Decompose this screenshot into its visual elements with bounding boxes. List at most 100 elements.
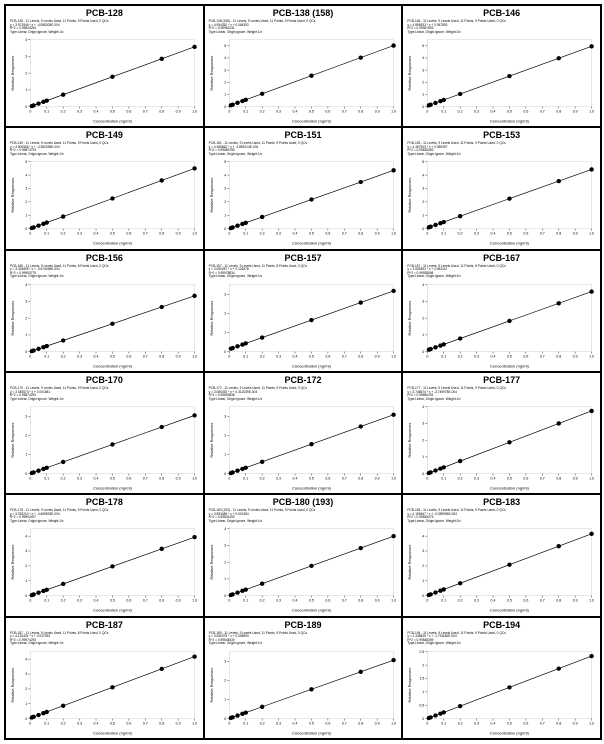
svg-text:0.9: 0.9 <box>176 354 181 358</box>
svg-text:0.3: 0.3 <box>474 232 479 236</box>
svg-text:3: 3 <box>224 544 226 548</box>
svg-text:0.4: 0.4 <box>491 354 496 358</box>
svg-text:0.8: 0.8 <box>557 721 562 725</box>
svg-text:0.5: 0.5 <box>507 232 512 236</box>
svg-text:1.0: 1.0 <box>391 232 396 236</box>
svg-text:0.5: 0.5 <box>507 721 512 725</box>
svg-text:0.7: 0.7 <box>143 354 148 358</box>
svg-text:0: 0 <box>228 354 230 358</box>
svg-text:0.8: 0.8 <box>557 232 562 236</box>
chart-grid: PCB-128PCB-128 - 11 Levels, 9 Levels Use… <box>4 4 602 740</box>
svg-text:0.1: 0.1 <box>44 232 49 236</box>
scatter-line-plot: 00.10.20.30.40.50.60.70.80.91.0012345Con… <box>405 22 598 124</box>
scatter-line-plot: 00.10.20.30.40.50.60.70.80.91.00123Conce… <box>207 634 400 736</box>
svg-text:1: 1 <box>25 453 27 457</box>
svg-text:0.7: 0.7 <box>143 477 148 481</box>
svg-text:Concentration (ng/ml): Concentration (ng/ml) <box>490 608 530 613</box>
svg-text:0.1: 0.1 <box>442 110 447 114</box>
svg-text:0: 0 <box>25 594 27 598</box>
chart-title: PCB-194 <box>403 620 600 630</box>
chart-title: PCB-189 <box>205 620 402 630</box>
svg-text:3: 3 <box>25 550 27 554</box>
svg-text:0: 0 <box>228 599 230 603</box>
svg-text:0: 0 <box>224 717 226 721</box>
scatter-line-plot: 00.10.20.30.40.50.60.70.80.91.001234Conc… <box>207 511 400 613</box>
chart-cell: PCB-183PCB-183 - 11 Levels, 9 Levels Use… <box>402 494 601 616</box>
svg-text:0.8: 0.8 <box>159 354 164 358</box>
scatter-line-plot: 00.10.20.30.40.50.60.70.80.91.001234Conc… <box>8 267 201 369</box>
svg-text:0: 0 <box>427 599 429 603</box>
svg-text:0: 0 <box>427 477 429 481</box>
svg-text:0.5: 0.5 <box>110 477 115 481</box>
svg-text:Relative Responses: Relative Responses <box>209 667 214 702</box>
svg-text:1.0: 1.0 <box>192 110 197 114</box>
svg-text:3: 3 <box>224 414 226 418</box>
chart-title: PCB-172 <box>205 375 402 385</box>
svg-text:1.0: 1.0 <box>192 599 197 603</box>
chart-title: PCB-167 <box>403 253 600 263</box>
svg-text:Relative Responses: Relative Responses <box>10 300 15 335</box>
svg-text:0.3: 0.3 <box>276 477 281 481</box>
svg-text:0.3: 0.3 <box>276 232 281 236</box>
svg-text:0.2: 0.2 <box>458 721 463 725</box>
svg-text:0.8: 0.8 <box>358 354 363 358</box>
svg-text:0: 0 <box>423 594 425 598</box>
svg-text:Relative Responses: Relative Responses <box>407 667 412 702</box>
svg-text:2.5: 2.5 <box>420 650 425 654</box>
chart-title: PCB-178 <box>6 497 203 507</box>
svg-text:1.5: 1.5 <box>420 676 425 680</box>
scatter-line-plot: 00.10.20.30.40.50.60.70.80.91.00123Conce… <box>8 389 201 491</box>
scatter-line-plot: 00.10.20.30.40.50.60.70.80.91.0012345Con… <box>405 144 598 246</box>
svg-text:0.6: 0.6 <box>524 354 529 358</box>
svg-text:0: 0 <box>423 105 425 109</box>
svg-text:1.0: 1.0 <box>391 477 396 481</box>
svg-text:Relative Responses: Relative Responses <box>209 423 214 458</box>
svg-text:0: 0 <box>25 717 27 721</box>
svg-text:2: 2 <box>25 200 27 204</box>
svg-text:Relative Responses: Relative Responses <box>209 300 214 335</box>
svg-text:Concentration (ng/ml): Concentration (ng/ml) <box>292 118 332 123</box>
svg-text:0: 0 <box>29 110 31 114</box>
chart-cell: PCB-189PCB-189 - 11 Levels, 9 Levels Use… <box>204 617 403 739</box>
svg-text:0.4: 0.4 <box>292 599 297 603</box>
svg-text:0.2: 0.2 <box>259 232 264 236</box>
svg-text:4: 4 <box>224 56 226 60</box>
svg-text:0.7: 0.7 <box>143 721 148 725</box>
chart-cell: PCB-177PCB-177 - 11 Levels, 9 Levels Use… <box>402 372 601 494</box>
svg-text:3: 3 <box>224 187 226 191</box>
svg-text:0.6: 0.6 <box>126 354 131 358</box>
chart-cell: PCB-153PCB-153 - 11 Levels, 9 Levels Use… <box>402 127 601 249</box>
svg-text:0.5: 0.5 <box>507 599 512 603</box>
chart-info-text: PCB-146 - 11 Levels, 9 Levels Used, 11 P… <box>407 20 505 34</box>
svg-text:0.1: 0.1 <box>243 232 248 236</box>
scatter-line-plot: 00.10.20.30.40.50.60.70.80.91.001234Conc… <box>405 267 598 369</box>
svg-text:0.6: 0.6 <box>524 721 529 725</box>
svg-text:0.2: 0.2 <box>61 110 66 114</box>
svg-text:0: 0 <box>224 227 226 231</box>
svg-text:0: 0 <box>29 721 31 725</box>
chart-info-text: PCB-170 - 11 Levels, 9 Levels Used, 11 P… <box>10 387 108 401</box>
svg-text:5: 5 <box>423 160 425 164</box>
svg-text:0.8: 0.8 <box>557 354 562 358</box>
svg-text:0.6: 0.6 <box>325 721 330 725</box>
svg-text:2: 2 <box>224 678 226 682</box>
svg-text:Relative Responses: Relative Responses <box>10 423 15 458</box>
svg-text:1: 1 <box>25 579 27 583</box>
svg-text:0.5: 0.5 <box>507 477 512 481</box>
svg-text:0: 0 <box>29 232 31 236</box>
svg-text:Relative Responses: Relative Responses <box>209 56 214 91</box>
svg-text:0.9: 0.9 <box>374 721 379 725</box>
svg-text:4: 4 <box>25 657 27 661</box>
svg-text:0: 0 <box>224 472 226 476</box>
svg-text:4: 4 <box>25 174 27 178</box>
chart-cell: PCB-180 (193)PCB-180 (193) - 11 Levels, … <box>204 494 403 616</box>
svg-text:0.2: 0.2 <box>259 599 264 603</box>
svg-text:2: 2 <box>423 438 425 442</box>
svg-text:Relative Responses: Relative Responses <box>10 545 15 580</box>
svg-text:2: 2 <box>423 200 425 204</box>
svg-text:0.9: 0.9 <box>374 354 379 358</box>
svg-text:Concentration (ng/ml): Concentration (ng/ml) <box>490 118 530 123</box>
chart-info-text: PCB-128 - 11 Levels, 9 Levels Used, 11 P… <box>10 20 108 34</box>
svg-text:0.2: 0.2 <box>458 354 463 358</box>
svg-text:0.1: 0.1 <box>44 110 49 114</box>
